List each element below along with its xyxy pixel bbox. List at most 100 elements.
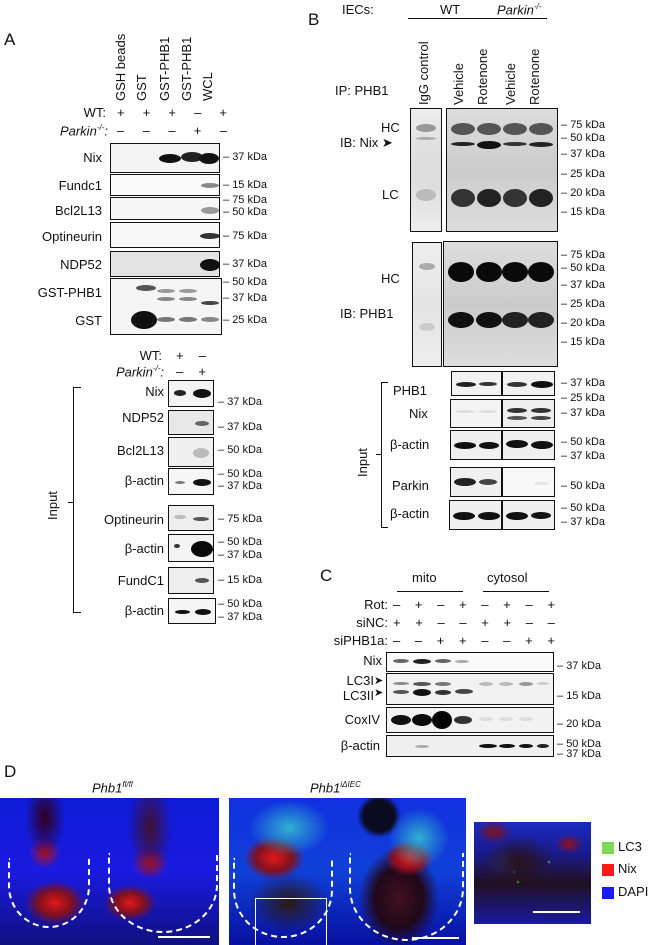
hc-label: HC (381, 120, 400, 135)
marker: 25 kDa (561, 298, 605, 310)
row-label-siphb1a: siPHB1a: (333, 633, 388, 648)
marker: 37 kDa (561, 279, 605, 291)
lc3-color-swatch (602, 841, 614, 854)
marker: 20 kDa (557, 718, 601, 730)
blot-label: Nix (83, 150, 102, 165)
panel-label-a: A (4, 30, 16, 49)
input-blot-beta-actin-2 (168, 534, 214, 562)
lane-header: GST (134, 74, 149, 101)
blot-label: β-actin (390, 506, 430, 521)
blot-igg-nix (410, 108, 442, 232)
scale-bar (533, 911, 580, 913)
blot-label: β-actin (390, 437, 430, 452)
lane-header: Vehicle (451, 63, 466, 105)
arrow-icon: ➤ (381, 135, 393, 150)
lane-header: GSH beads (113, 33, 128, 101)
micrograph-phb1-ko (229, 798, 466, 945)
row-signs-parkin: – + (176, 364, 206, 379)
marker: 37 kDa (561, 148, 605, 160)
blot-label: CoxIV (344, 712, 380, 727)
blot-fundc1 (110, 174, 220, 196)
marker: 50 kDa (218, 598, 262, 610)
marker: 25 kDa (561, 392, 605, 404)
blot-label: PHB1 (393, 383, 427, 398)
input-blot-phb1-parkin (502, 371, 555, 396)
marker: 50 kDa (223, 206, 267, 218)
blot-label: Fundc1 (58, 178, 102, 193)
ip-label: IP: PHB1 (335, 83, 389, 98)
marker: 50 kDa (561, 436, 605, 448)
blot-label: Bcl2L13 (55, 203, 102, 218)
input-blot-nix-parkin (502, 399, 555, 428)
arrow-icon: ➤ (374, 675, 384, 687)
marker: 37 kDa (561, 407, 605, 419)
marker: 50 kDa (218, 536, 262, 548)
input-group-label: Input (45, 491, 60, 520)
row-signs-rot: – + – + – + – + (393, 597, 555, 612)
marker: 15 kDa (561, 206, 605, 218)
blot-label: Optineurin (42, 229, 102, 244)
blot-bcl2l13 (110, 197, 220, 220)
blot-label: β-actin (340, 738, 380, 753)
blot-optineurin (110, 222, 220, 248)
lane-header: IgG control (416, 41, 431, 105)
blot-label: NDP52 (122, 410, 164, 425)
title-phb1-ko: Phb1iΔIEC (310, 780, 361, 796)
marker: 37 kDa (218, 421, 262, 433)
marker: 37 kDa (218, 549, 262, 561)
marker: 50 kDa (561, 480, 605, 492)
c-blot-lc3 (386, 673, 554, 705)
blot-label: Parkin (392, 478, 429, 493)
input-blot-optineurin (168, 505, 214, 531)
arrow-icon: ➤ (374, 687, 384, 699)
legend-dapi: DAPI (602, 884, 648, 899)
blot-label: FundC1 (117, 573, 164, 588)
marker: 15 kDa (218, 574, 262, 586)
marker: 37 kDa (561, 450, 605, 462)
blot-label: Nix (145, 384, 164, 399)
marker: 37 kDa (223, 292, 267, 304)
input-blot-nix-wt (450, 399, 502, 428)
micrograph-phb1-flfl (0, 798, 219, 945)
marker: 50 kDa (223, 276, 267, 288)
ib-nix-label: IB: Nix ➤ (340, 135, 393, 150)
marker: 15 kDa (561, 336, 605, 348)
blot-label: β-actin (124, 473, 164, 488)
input-blot-beta-actin (168, 468, 214, 495)
c-blot-coxiv (386, 707, 554, 733)
input-blot-phb1-wt (451, 371, 502, 396)
blot-label: β-actin (124, 541, 164, 556)
input-blot-parkin-wt (450, 467, 502, 497)
blot-label: Optineurin (104, 512, 164, 527)
blot-label: GST (75, 313, 102, 328)
marker: 75 kDa (223, 230, 267, 242)
crypt-outline (349, 853, 464, 941)
blot-nix (110, 143, 220, 173)
input-blot-fundc1 (168, 567, 214, 594)
marker: 15 kDa (557, 690, 601, 702)
legend-nix: Nix (602, 861, 637, 876)
lc-label: LC (382, 187, 399, 202)
marker: 15 kDa (223, 179, 267, 191)
input-blot-bcl2l13 (168, 437, 214, 467)
blot-label: NDP52 (60, 257, 102, 272)
input-bracket (73, 387, 81, 613)
lane-header: Rotenone (527, 48, 542, 105)
row-signs-siphb1a: – – + + – – + + (393, 633, 555, 648)
marker: 50 kDa (561, 502, 605, 514)
marker: 20 kDa (561, 187, 605, 199)
marker: 20 kDa (561, 317, 605, 329)
row-label-sinc: siNC: (356, 615, 388, 630)
blot-ip-nix (446, 108, 558, 232)
blot-label: LC3II (342, 688, 374, 703)
blot-label: Bcl2L13 (117, 443, 164, 458)
marker: 37 kDa (218, 396, 262, 408)
crypt-outline (233, 858, 333, 938)
crypt-outline (108, 853, 218, 933)
marker: 75 kDa (218, 513, 262, 525)
c-blot-nix (386, 652, 554, 672)
c-blot-actin (386, 735, 554, 757)
blot-label: β-actin (124, 603, 164, 618)
marker: 75 kDa (561, 119, 605, 131)
marker: 50 kDa (218, 444, 262, 456)
